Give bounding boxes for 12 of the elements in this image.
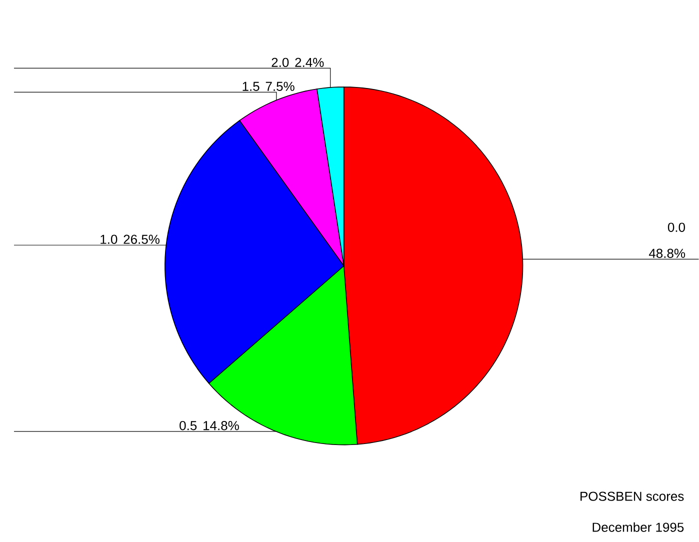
slice-label: 1.0: [100, 234, 118, 244]
slice-label: 0.0: [668, 222, 686, 232]
slice-label: 0.5: [180, 421, 197, 430]
data-label: 48.8%: [648, 248, 686, 258]
text: POSSBEN scores: [580, 492, 684, 502]
slice-label: 2.0: [272, 58, 289, 68]
text: December 1995: [592, 522, 684, 532]
data-label: 2.4%: [295, 58, 324, 68]
data-label: 7.5%: [266, 82, 294, 92]
slice-label: 1.5: [242, 82, 260, 92]
data-label: 14.8%: [204, 421, 239, 430]
data-label: 26.5%: [124, 234, 160, 244]
